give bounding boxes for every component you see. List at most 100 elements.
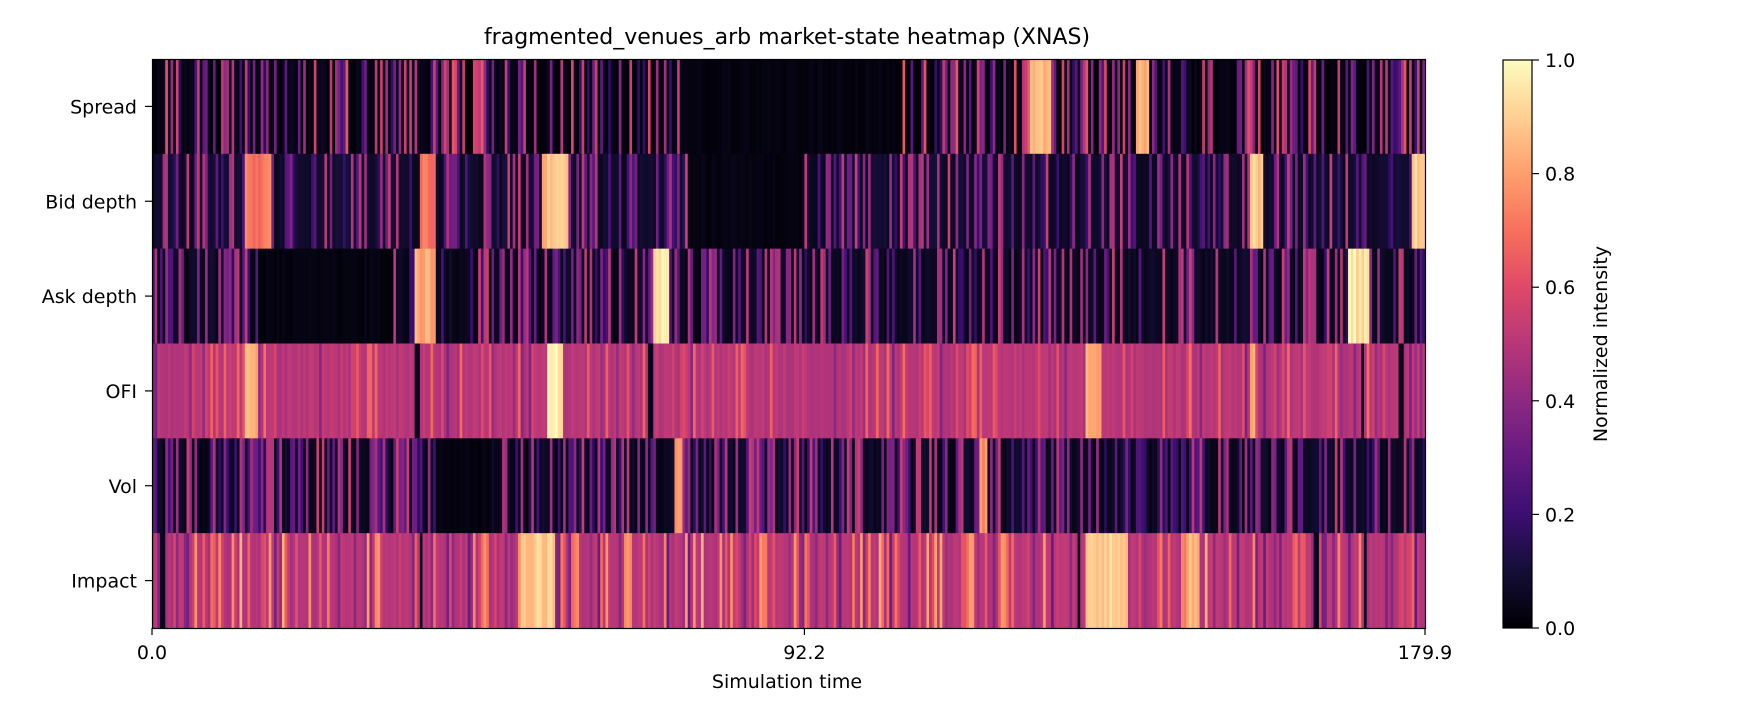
- heatmap-cell: [679, 153, 684, 250]
- heatmap-cell: [1239, 438, 1243, 534]
- heatmap-cell: [271, 153, 275, 250]
- heatmap-cell: [1385, 343, 1389, 439]
- heatmap-cell: [921, 248, 925, 345]
- heatmap-cell: [539, 533, 543, 629]
- heatmap-cell: [1037, 248, 1042, 345]
- heatmap-cell: [311, 533, 315, 629]
- heatmap-cell: [377, 153, 381, 250]
- heatmap-cell: [401, 343, 405, 439]
- heatmap-cell: [1106, 153, 1110, 250]
- heatmap-cell: [287, 153, 291, 250]
- heatmap-cell: [247, 343, 251, 439]
- heatmap-cell: [1125, 59, 1129, 155]
- heatmap-cell: [1117, 343, 1121, 439]
- heatmap-cell: [215, 533, 219, 629]
- heatmap-cell: [560, 343, 564, 439]
- heatmap-cell: [796, 248, 800, 345]
- heatmap-cell: [1194, 153, 1198, 250]
- heatmap-cell: [295, 59, 299, 155]
- heatmap-cell: [1090, 59, 1095, 155]
- heatmap-cell: [852, 533, 856, 629]
- heatmap-cell: [1120, 248, 1124, 345]
- heatmap-cell: [918, 533, 922, 629]
- heatmap-cell: [186, 438, 190, 534]
- heatmap-cell: [602, 343, 607, 439]
- heatmap-cell: [1183, 343, 1187, 439]
- heatmap-cell: [632, 533, 636, 629]
- heatmap-cell: [1242, 343, 1246, 439]
- heatmap-cell: [687, 59, 691, 155]
- heatmap-cell: [1244, 343, 1248, 439]
- heatmap-cell: [748, 438, 752, 534]
- heatmap-cell: [785, 438, 790, 534]
- heatmap-cell: [976, 59, 981, 155]
- heatmap-cell: [1194, 59, 1198, 155]
- heatmap-cell: [563, 153, 567, 250]
- heatmap-cell: [594, 533, 599, 629]
- heatmap-cell: [1037, 153, 1042, 250]
- heatmap-cell: [1194, 343, 1198, 439]
- heatmap-cell: [979, 153, 983, 250]
- heatmap-cell: [250, 343, 254, 439]
- heatmap-cell: [661, 343, 665, 439]
- heatmap-cell: [738, 59, 742, 155]
- heatmap-cell: [743, 533, 747, 629]
- x-tick-label: 92.2: [783, 642, 825, 664]
- heatmap-cell: [1393, 343, 1397, 439]
- heatmap-cell: [1369, 438, 1373, 534]
- heatmap-cell: [1361, 343, 1365, 439]
- heatmap-cell: [1247, 153, 1251, 250]
- heatmap-cell: [915, 533, 920, 629]
- heatmap-cell: [1358, 343, 1362, 439]
- heatmap-cell: [454, 533, 458, 629]
- heatmap-cell: [1167, 248, 1171, 345]
- heatmap-cell: [740, 153, 745, 250]
- heatmap-cell: [194, 59, 198, 155]
- heatmap-cell: [841, 438, 845, 534]
- heatmap-cell: [616, 438, 620, 534]
- heatmap-cell: [751, 343, 755, 439]
- heatmap-cell: [833, 248, 837, 345]
- heatmap-cell: [226, 248, 230, 345]
- heatmap-cell: [213, 533, 217, 629]
- heatmap-cell: [345, 533, 349, 629]
- heatmap-cell: [563, 438, 567, 534]
- heatmap-cell: [250, 153, 254, 250]
- heatmap-cell: [525, 153, 530, 250]
- heatmap-cell: [846, 533, 851, 629]
- heatmap-cell: [674, 59, 678, 155]
- heatmap-cell: [1260, 343, 1264, 439]
- heatmap-cell: [1096, 59, 1100, 155]
- heatmap-cell: [600, 438, 604, 534]
- heatmap-cell: [870, 153, 874, 250]
- heatmap-cell: [992, 533, 996, 629]
- heatmap-cell: [799, 343, 803, 439]
- heatmap-cell: [605, 248, 609, 345]
- heatmap-cell: [517, 533, 522, 629]
- heatmap-cell: [393, 343, 397, 439]
- heatmap-cell: [621, 343, 625, 439]
- heatmap-cell: [968, 59, 973, 155]
- heatmap-cell: [154, 438, 158, 534]
- heatmap-cell: [793, 248, 798, 345]
- heatmap-cell: [624, 153, 628, 250]
- heatmap-cell: [724, 248, 729, 345]
- heatmap-cell: [544, 438, 548, 534]
- heatmap-cell: [899, 248, 904, 345]
- heatmap-cell: [876, 343, 880, 439]
- heatmap-cell: [586, 248, 591, 345]
- heatmap-cell: [1356, 343, 1360, 439]
- heatmap-cell: [517, 248, 522, 345]
- heatmap-cell: [1056, 59, 1060, 155]
- heatmap-cell: [1361, 248, 1365, 345]
- heatmap-cell: [218, 533, 222, 629]
- heatmap-cell: [581, 438, 585, 534]
- heatmap-cell: [1157, 533, 1161, 629]
- heatmap-cell: [324, 59, 328, 155]
- heatmap-cell: [337, 248, 341, 345]
- heatmap-cell: [1170, 533, 1174, 629]
- heatmap-cell: [1077, 248, 1081, 345]
- heatmap-cell: [581, 59, 585, 155]
- heatmap-cell: [1295, 248, 1299, 345]
- heatmap-cell: [189, 438, 193, 534]
